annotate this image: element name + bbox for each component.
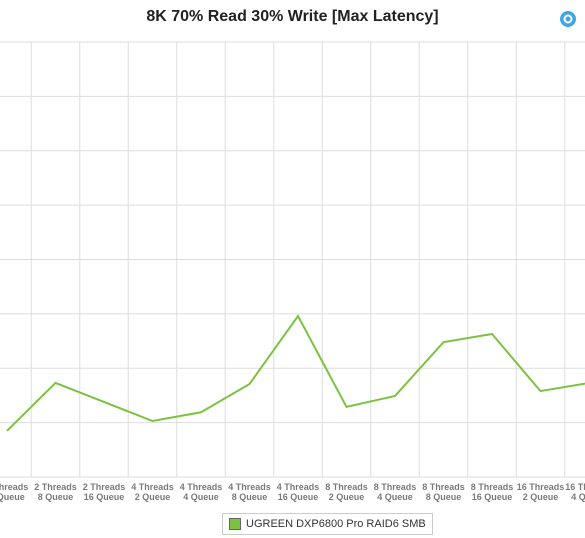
x-tick-label: 16 Threads 2 Queue (516, 482, 565, 502)
legend-swatch (229, 518, 241, 530)
logo-icon (560, 11, 576, 27)
x-tick-label: 2 Threads 4 Queue (0, 482, 29, 502)
legend-label: UGREEN DXP6800 Pro RAID6 SMB (246, 518, 426, 530)
x-tick-label: 8 Threads 2 Queue (325, 482, 368, 502)
series-line (6, 314, 585, 432)
logo-icon-inner (563, 14, 573, 24)
x-tick-label: 16 Threads 4 Queue (565, 482, 585, 502)
x-tick-label: 8 Threads 8 Queue (422, 482, 465, 502)
x-tick-label: 8 Threads 4 Queue (373, 482, 417, 502)
x-tick-label: 2 Threads 8 Queue (34, 482, 77, 502)
x-tick-label: 8 Threads 16 Queue (470, 482, 514, 502)
x-tick-label: 4 Threads 16 Queue (276, 482, 320, 502)
x-tick-label: 4 Threads 8 Queue (228, 482, 271, 502)
x-tick-label: 4 Threads 4 Queue (179, 482, 223, 502)
chart-title: 8K 70% Read 30% Write [Max Latency] (146, 8, 439, 25)
x-tick-label: 2 Threads 16 Queue (82, 482, 126, 502)
legend: UGREEN DXP6800 Pro RAID6 SMB (222, 513, 433, 535)
x-tick-label: 4 Threads 2 Queue (131, 482, 174, 502)
